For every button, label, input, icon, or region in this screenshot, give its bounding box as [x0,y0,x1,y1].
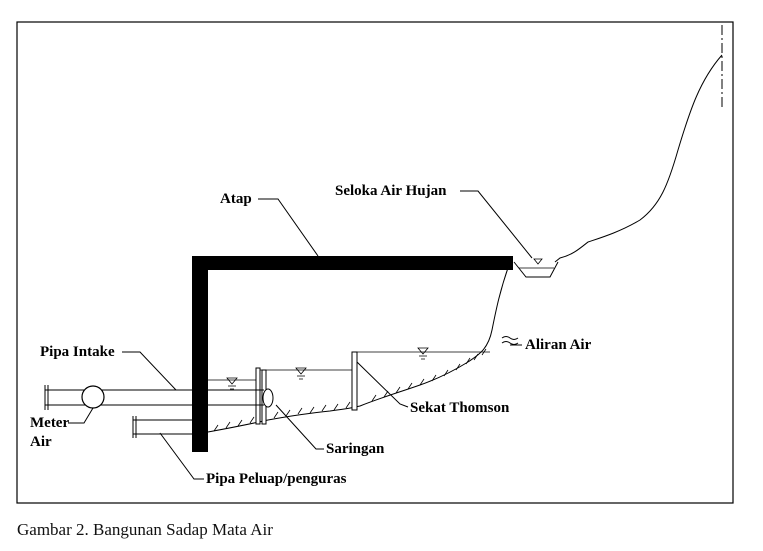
water-level-icon [295,367,307,380]
label-air: Air [30,434,52,450]
water-level-icon [226,377,238,390]
hillside-slope [467,54,723,363]
thomson-weir [351,351,358,411]
strainer-icon [262,388,274,408]
leader-sekat [356,361,409,408]
label-saringan: Saringan [326,441,385,457]
water-meter-icon [81,385,105,409]
diagram-frame [16,21,734,504]
leader-saringan [275,404,324,450]
water-level-icon [533,258,543,265]
label-meter: Meter [30,415,69,431]
label-sekat: Sekat Thomson [410,400,510,416]
leader-pipa-intake [122,351,177,391]
label-atap: Atap [220,191,252,207]
label-pipa-intake: Pipa Intake [40,344,115,360]
ground-hatching [213,348,487,432]
leader-pipa-peluap [159,432,204,480]
leader-seloka [460,190,533,259]
screen-plate [255,367,261,425]
rain-gutter [513,261,559,278]
figure-caption: Gambar 2. Bangunan Sadap Mata Air [17,520,273,539]
leader-atap [258,198,319,257]
roof-horizontal [192,256,513,270]
roof-wall [192,256,208,452]
leader-meter [68,407,94,424]
label-aliran: Aliran Air [525,337,592,353]
ground-bottom [207,361,469,433]
water-level-icon [417,347,429,360]
label-seloka: Seloka Air Hujan [335,183,447,199]
flow-symbol [501,336,519,345]
label-pipa-peluap: Pipa Peluap/penguras [206,471,347,487]
